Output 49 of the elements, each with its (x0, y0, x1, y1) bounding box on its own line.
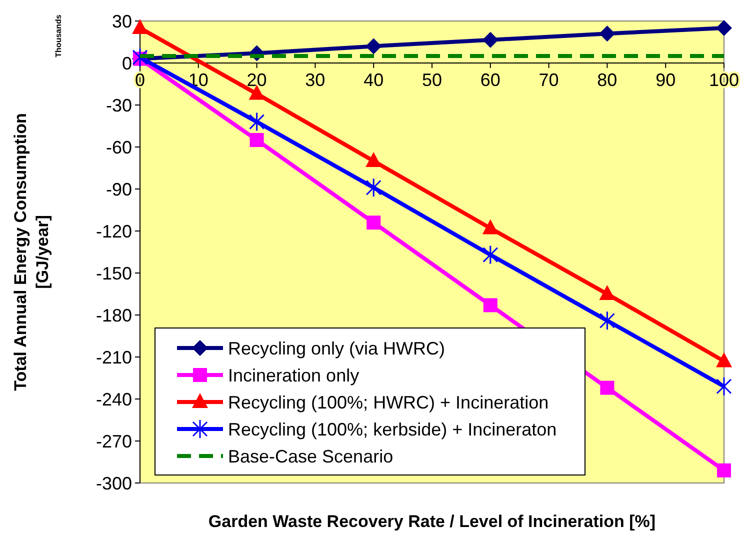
point (717, 463, 731, 478)
y-tick-label: -180 (96, 305, 132, 326)
y-tick-label: -270 (96, 431, 132, 452)
point (366, 216, 381, 230)
point (599, 310, 615, 330)
point (716, 376, 732, 396)
point (366, 38, 382, 54)
point (599, 26, 616, 42)
y-tick-label: -30 (106, 95, 132, 116)
point (249, 112, 265, 132)
y-tick-label: -60 (106, 137, 132, 158)
y-tick-label: -210 (96, 347, 132, 368)
x-tick-label: 70 (538, 70, 559, 90)
point (482, 32, 498, 48)
legend-label: Recycling (100%; HWRC) + Incineration (228, 392, 549, 412)
text: Thousands (54, 14, 63, 58)
y-tick-label: 0 (122, 53, 132, 74)
y-tick-label: -300 (96, 473, 132, 494)
x-axis-title: Garden Waste Recovery Rate / Level of Incineration [%] (208, 512, 656, 531)
y-axis-title: Total Annual Energy Consumption [GJ/year] (11, 113, 52, 391)
y-tick-label: -90 (106, 179, 132, 200)
y-tick-label: -120 (96, 221, 132, 242)
point (132, 19, 148, 34)
point (483, 298, 498, 312)
x-tick-label: 50 (422, 70, 442, 90)
legend-label: Base-Case Scenario (228, 446, 394, 466)
point (366, 178, 382, 198)
point (250, 133, 264, 147)
x-tick-label: 100 (708, 70, 740, 90)
legend-label: Recycling (100%; kerbside) + Incineraton (228, 419, 557, 440)
y-tick-label: 30 (112, 11, 132, 32)
x-tick-label: 30 (305, 70, 326, 90)
point (716, 352, 732, 368)
point (366, 152, 382, 167)
point (600, 380, 614, 395)
x-tick-label: 90 (656, 70, 676, 90)
point (599, 285, 616, 300)
x-tick-label: 80 (597, 70, 618, 90)
y-tick-label: -150 (96, 263, 132, 284)
y-tick-label: -240 (96, 389, 132, 410)
legend-label: Recycling only (via HWRC) (228, 338, 446, 358)
point (716, 20, 732, 36)
x-tick-label: 40 (364, 70, 384, 90)
legend-label: Incineration only (228, 365, 360, 386)
x-tick-label: 60 (480, 70, 500, 90)
point (482, 219, 498, 234)
point (482, 245, 498, 265)
x-tick-label: 20 (246, 70, 267, 90)
point (132, 48, 148, 68)
